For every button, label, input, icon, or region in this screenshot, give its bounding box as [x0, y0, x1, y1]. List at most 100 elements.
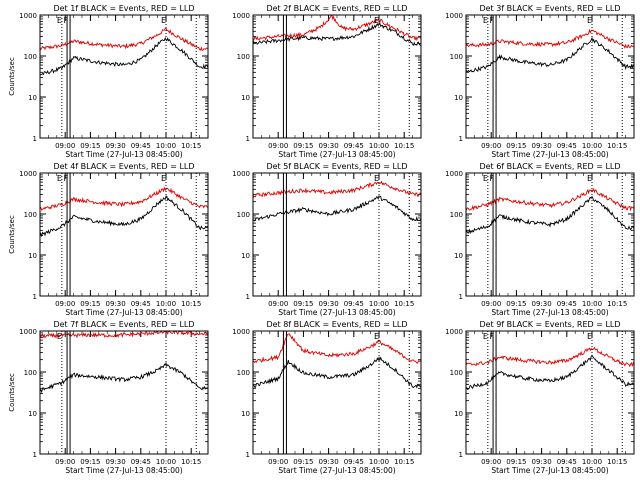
- interval-marker-label: E: [374, 16, 379, 25]
- y-tick-label: 1000: [19, 328, 37, 336]
- plot-frame: [252, 330, 422, 455]
- x-tick-label: 09:00: [481, 458, 501, 466]
- x-tick-label: 09:15: [293, 458, 313, 466]
- x-tick-label: 09:00: [268, 458, 288, 466]
- interval-marker-label: E: [483, 16, 488, 25]
- x-tick-label: 09:30: [106, 300, 126, 308]
- x-tick-label: 09:15: [506, 142, 526, 150]
- x-tick-label: 09:00: [55, 300, 75, 308]
- x-tick-label: 09:15: [293, 142, 313, 150]
- x-tick-label: 09:30: [532, 142, 552, 150]
- lld-series-line: [252, 333, 422, 364]
- x-tick-label: 10:00: [582, 458, 602, 466]
- x-axis-label: Start Time (27-Jul-13 08:45:00): [65, 150, 182, 159]
- x-tick-label: 09:30: [319, 458, 339, 466]
- y-tick-label: 1000: [232, 328, 250, 336]
- panel-det-1: Det 1f BLACK = Events, RED = LLD 1 10 100 10…: [8, 4, 209, 159]
- x-tick-label: 09:45: [344, 142, 364, 150]
- interval-marker-label: E: [483, 332, 488, 341]
- interval-marker-label: E: [587, 16, 592, 25]
- x-tick-label: 09:15: [506, 458, 526, 466]
- x-tick-label: 09:45: [131, 142, 151, 150]
- plot-frame: [39, 14, 209, 139]
- y-axis-label: Counts/sec: [8, 373, 16, 412]
- events-series-line: [252, 195, 422, 222]
- y-tick-label: 1: [33, 451, 37, 459]
- interval-marker-label: F: [490, 16, 495, 25]
- y-tick-label: 100: [450, 369, 463, 377]
- panel-det-7: Det 7f BLACK = Events, RED = LLD 1 10 100 10…: [8, 320, 209, 475]
- interval-marker-label: F: [490, 174, 495, 183]
- y-tick-label: 10: [241, 410, 250, 418]
- x-tick-label: 09:15: [293, 300, 313, 308]
- x-tick-label: 09:30: [319, 142, 339, 150]
- x-tick-label: 10:15: [394, 142, 414, 150]
- panel-title: Det 5f BLACK = Events, RED = LLD: [266, 162, 407, 171]
- x-tick-label: 09:15: [80, 458, 100, 466]
- x-tick-label: 09:30: [319, 300, 339, 308]
- x-tick-label: 09:00: [268, 300, 288, 308]
- x-axis-label: Start Time (27-Jul-13 08:45:00): [65, 466, 182, 475]
- panel-title: Det 9f BLACK = Events, RED = LLD: [479, 320, 620, 329]
- x-tick-label: 10:00: [582, 300, 602, 308]
- x-tick-label: 09:45: [557, 142, 577, 150]
- lld-series-line: [39, 186, 209, 212]
- x-tick-label: 10:15: [181, 300, 201, 308]
- x-tick-label: 10:15: [607, 458, 627, 466]
- interval-marker-label: F: [490, 332, 495, 341]
- y-tick-label: 100: [237, 53, 250, 61]
- x-tick-label: 10:00: [156, 458, 176, 466]
- events-series-line: [252, 356, 422, 389]
- interval-marker-label: E: [374, 332, 379, 341]
- y-tick-label: 100: [450, 53, 463, 61]
- x-tick-label: 09:30: [532, 458, 552, 466]
- interval-marker-label: E: [587, 332, 592, 341]
- x-tick-label: 09:45: [557, 300, 577, 308]
- panel-title: Det 6f BLACK = Events, RED = LLD: [479, 162, 620, 171]
- x-tick-label: 10:15: [394, 458, 414, 466]
- x-tick-label: 10:00: [582, 142, 602, 150]
- x-tick-label: 09:00: [55, 142, 75, 150]
- y-tick-label: 100: [237, 211, 250, 219]
- panel-det-3: Det 3f BLACK = Events, RED = LLD 1 10 100 10…: [445, 4, 635, 159]
- y-tick-label: 10: [28, 94, 37, 102]
- panel-det-9: Det 9f BLACK = Events, RED = LLD 1 10 100 10…: [445, 320, 635, 475]
- x-tick-label: 09:00: [55, 458, 75, 466]
- panel-det-5: Det 5f BLACK = Events, RED = LLD 1 10 100 10…: [232, 162, 422, 317]
- panel-title: Det 3f BLACK = Events, RED = LLD: [479, 4, 620, 13]
- x-tick-label: 09:45: [557, 458, 577, 466]
- interval-marker-label: E: [483, 174, 488, 183]
- y-axis-label: Counts/sec: [8, 215, 16, 254]
- panel-title: Det 1f BLACK = Events, RED = LLD: [53, 4, 194, 13]
- y-tick-label: 1000: [445, 328, 463, 336]
- y-tick-label: 1000: [19, 170, 37, 178]
- x-tick-label: 09:45: [131, 300, 151, 308]
- plot-frame: [252, 172, 422, 297]
- lld-series-line: [465, 346, 635, 368]
- x-tick-label: 09:00: [481, 142, 501, 150]
- y-tick-label: 1: [459, 293, 463, 301]
- x-tick-label: 10:15: [181, 142, 201, 150]
- y-tick-label: 1000: [232, 12, 250, 20]
- events-series-line: [465, 36, 635, 73]
- x-tick-label: 10:00: [369, 458, 389, 466]
- x-axis-label: Start Time (27-Jul-13 08:45:00): [491, 308, 608, 317]
- events-series-line: [39, 195, 209, 238]
- y-tick-label: 1000: [445, 170, 463, 178]
- interval-marker-label: E: [57, 174, 62, 183]
- y-tick-label: 10: [28, 410, 37, 418]
- y-tick-label: 1: [459, 451, 463, 459]
- y-tick-label: 100: [237, 369, 250, 377]
- y-tick-label: 1: [459, 135, 463, 143]
- interval-marker-label: E: [57, 332, 62, 341]
- x-axis-label: Start Time (27-Jul-13 08:45:00): [491, 150, 608, 159]
- y-tick-label: 10: [454, 410, 463, 418]
- y-tick-label: 1: [33, 135, 37, 143]
- plot-frame: [465, 172, 635, 297]
- x-tick-label: 09:45: [344, 458, 364, 466]
- x-tick-label: 10:15: [607, 300, 627, 308]
- y-tick-label: 100: [450, 211, 463, 219]
- interval-marker-label: E: [374, 174, 379, 183]
- x-axis-label: Start Time (27-Jul-13 08:45:00): [278, 150, 395, 159]
- plot-frame: [39, 172, 209, 297]
